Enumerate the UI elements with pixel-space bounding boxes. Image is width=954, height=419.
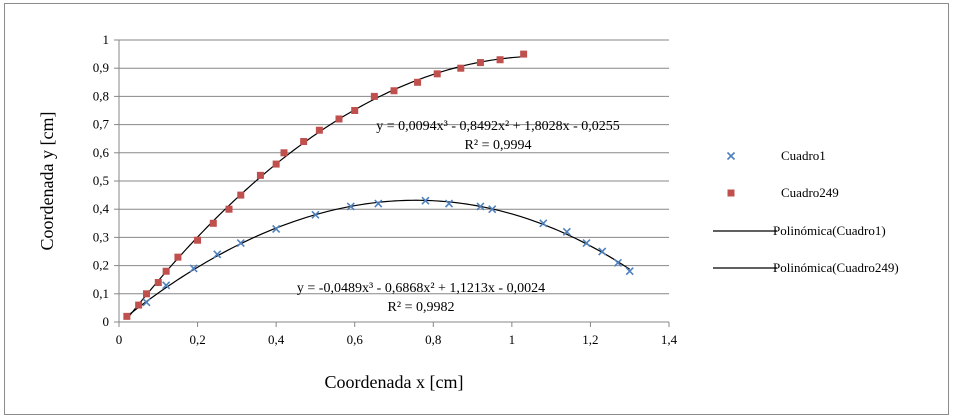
- data-point-cuadro1: [213, 250, 222, 259]
- x-tick-label: 0,2: [189, 332, 205, 347]
- data-point-cuadro1: [421, 196, 430, 205]
- data-point-cuadro249: [496, 56, 504, 64]
- y-tick-label: 0,8: [93, 88, 109, 103]
- data-point-cuadro249: [433, 70, 441, 78]
- data-point-cuadro249: [315, 126, 323, 134]
- x-tick-label: 0: [116, 332, 123, 347]
- data-point-cuadro249: [351, 107, 359, 114]
- y-tick-label: 0,5: [93, 173, 109, 188]
- y-tick-label: 0,1: [93, 286, 109, 301]
- data-point-cuadro249: [390, 87, 398, 95]
- data-point-cuadro249: [457, 64, 465, 72]
- data-point-cuadro249: [209, 219, 217, 227]
- y-tick-label: 0,9: [93, 60, 109, 75]
- x-tick-label: 0,4: [268, 332, 285, 347]
- r2-label-cuadro249: R² = 0,9994: [465, 138, 532, 153]
- y-tick-label: 0,4: [93, 201, 110, 216]
- data-point-cuadro1: [625, 267, 634, 276]
- data-point-cuadro1: [189, 264, 198, 273]
- data-point-cuadro1: [562, 227, 571, 236]
- chart-frame: 0 0,1 0,2 0,3 0,4 0,5 0,6 0,7 0,8 0,9 1 0 0,2 0,4 0,6 0…: [4, 3, 949, 415]
- y-tick-label: 0,6: [93, 145, 110, 160]
- y-tick-label: 0: [103, 314, 110, 329]
- legend-label-cuadro1: Cuadro1: [781, 148, 826, 163]
- data-point-cuadro249: [280, 149, 288, 157]
- x-tick-label: 1: [509, 332, 516, 347]
- data-point-cuadro1: [272, 224, 281, 234]
- data-point-cuadro249: [123, 312, 131, 320]
- data-point-cuadro249: [162, 267, 170, 275]
- data-point-cuadro249: [335, 115, 343, 123]
- legend-label-trend-cuadro1: Polinómica(Cuadro1): [773, 223, 886, 238]
- data-point-cuadro1: [374, 199, 383, 208]
- chart-svg: 0 0,1 0,2 0,3 0,4 0,5 0,6 0,7 0,8 0,9 1 0 0,2 0,4 0,6 0…: [37, 32, 899, 392]
- data-point-cuadro249: [194, 236, 202, 244]
- data-point-cuadro1: [444, 199, 454, 208]
- x-tick-label: 0,6: [347, 332, 364, 347]
- data-point-cuadro1: [162, 281, 171, 290]
- x-tick-label: 1,2: [582, 332, 598, 347]
- data-point-cuadro249: [225, 205, 233, 213]
- data-point-cuadro249: [300, 138, 308, 146]
- y-tick-label: 0,7: [93, 117, 110, 132]
- data-point-cuadro1: [613, 258, 622, 267]
- data-point-cuadro249: [520, 50, 528, 58]
- data-point-cuadro249: [174, 253, 182, 261]
- legend-label-trend-cuadro249: Polinómica(Cuadro249): [773, 260, 899, 275]
- data-point-cuadro1: [142, 298, 151, 307]
- data-point-cuadro1: [236, 238, 245, 248]
- legend-marker-cuadro249: [727, 189, 735, 197]
- x-tick-label: 0,8: [425, 332, 441, 347]
- data-point-cuadro1: [488, 205, 497, 214]
- data-point-cuadro249: [476, 59, 484, 67]
- data-point-cuadro1: [582, 238, 591, 248]
- legend-marker-cuadro1: [726, 151, 736, 161]
- data-point-cuadro249: [370, 92, 378, 100]
- y-axis-title: Coordenada y [cm]: [37, 112, 57, 251]
- x-tick-label: 1,4: [661, 332, 678, 347]
- data-point-cuadro249: [272, 160, 280, 168]
- r2-label-cuadro1: R² = 0,9982: [388, 300, 455, 315]
- equation-label-cuadro1: y = -0,0489x³ - 0,6868x² + 1,1213x - 0,0…: [297, 281, 545, 296]
- data-point-cuadro1: [476, 202, 485, 211]
- data-point-cuadro1: [598, 247, 607, 256]
- data-point-cuadro249: [154, 279, 162, 287]
- equation-label-cuadro249: y = 0,0094x³ - 0,8492x² + 1,8028x - 0,02…: [376, 119, 620, 134]
- y-tick-label: 1: [103, 32, 110, 47]
- legend-label-cuadro249: Cuadro249: [781, 185, 839, 200]
- data-point-cuadro249: [135, 301, 143, 309]
- data-point-cuadro1: [346, 202, 355, 211]
- data-point-cuadro249: [414, 78, 422, 86]
- data-point-cuadro1: [311, 210, 320, 219]
- y-tick-label: 0,3: [93, 229, 109, 244]
- data-point-cuadro249: [143, 290, 150, 298]
- y-tick-label: 0,2: [93, 258, 109, 273]
- data-point-cuadro249: [237, 191, 245, 199]
- data-point-cuadro249: [256, 171, 264, 179]
- data-point-cuadro1: [539, 219, 548, 228]
- trendline-1: [126, 199, 631, 317]
- x-axis-title: Coordenada x [cm]: [325, 372, 464, 392]
